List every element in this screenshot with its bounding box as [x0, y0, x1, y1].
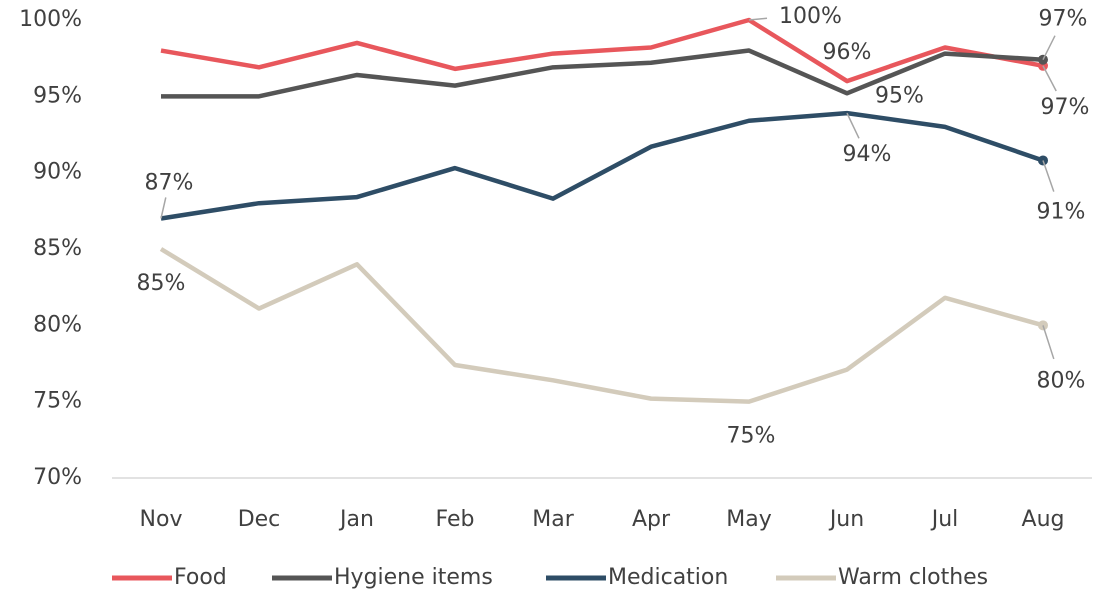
y-tick-label: 100% [19, 7, 82, 32]
legend-label: Warm clothes [838, 565, 988, 590]
data-label: 85% [137, 271, 186, 296]
data-label: 87% [145, 170, 194, 195]
x-tick-label: Nov [140, 507, 183, 532]
x-tick-label: Aug [1022, 507, 1065, 532]
x-tick-label: Dec [238, 507, 281, 532]
legend-label: Food [174, 565, 227, 590]
data-label: 94% [843, 142, 892, 167]
leader-line [1042, 325, 1055, 360]
y-tick-label: 90% [33, 160, 82, 185]
legend-label: Hygiene items [334, 565, 493, 590]
data-label: 95% [875, 83, 924, 108]
leader-line [1042, 160, 1055, 192]
data-label: 80% [1037, 368, 1086, 393]
leader-line [748, 17, 768, 21]
y-tick-label: 75% [33, 389, 82, 414]
line-series [160, 110, 1044, 221]
leader-line [160, 197, 167, 219]
data-label: 100% [779, 4, 842, 29]
x-tick-label: Jun [828, 507, 864, 532]
data-label: 97% [1039, 7, 1088, 32]
legend-label: Medication [608, 565, 728, 590]
data-label: 75% [727, 424, 776, 449]
x-tick-label: Feb [436, 507, 475, 532]
data-label: 91% [1037, 199, 1086, 224]
line-series [159, 247, 1044, 404]
leader-line [846, 112, 860, 139]
y-tick-label: 80% [33, 312, 82, 337]
x-tick-label: Jan [338, 507, 374, 532]
data-label: 97% [1041, 95, 1090, 120]
x-tick-label: May [726, 507, 771, 532]
x-tick-label: Jul [930, 507, 959, 532]
x-tick-label: Apr [632, 507, 671, 532]
line-series [160, 17, 1044, 84]
y-tick-label: 95% [33, 83, 82, 108]
x-tick-label: Mar [532, 507, 574, 532]
line-series [161, 48, 1044, 99]
data-label: 96% [823, 40, 872, 65]
leader-line [1042, 65, 1057, 92]
y-tick-label: 85% [33, 236, 82, 261]
leader-line [1042, 35, 1056, 61]
y-tick-label: 70% [33, 465, 82, 490]
